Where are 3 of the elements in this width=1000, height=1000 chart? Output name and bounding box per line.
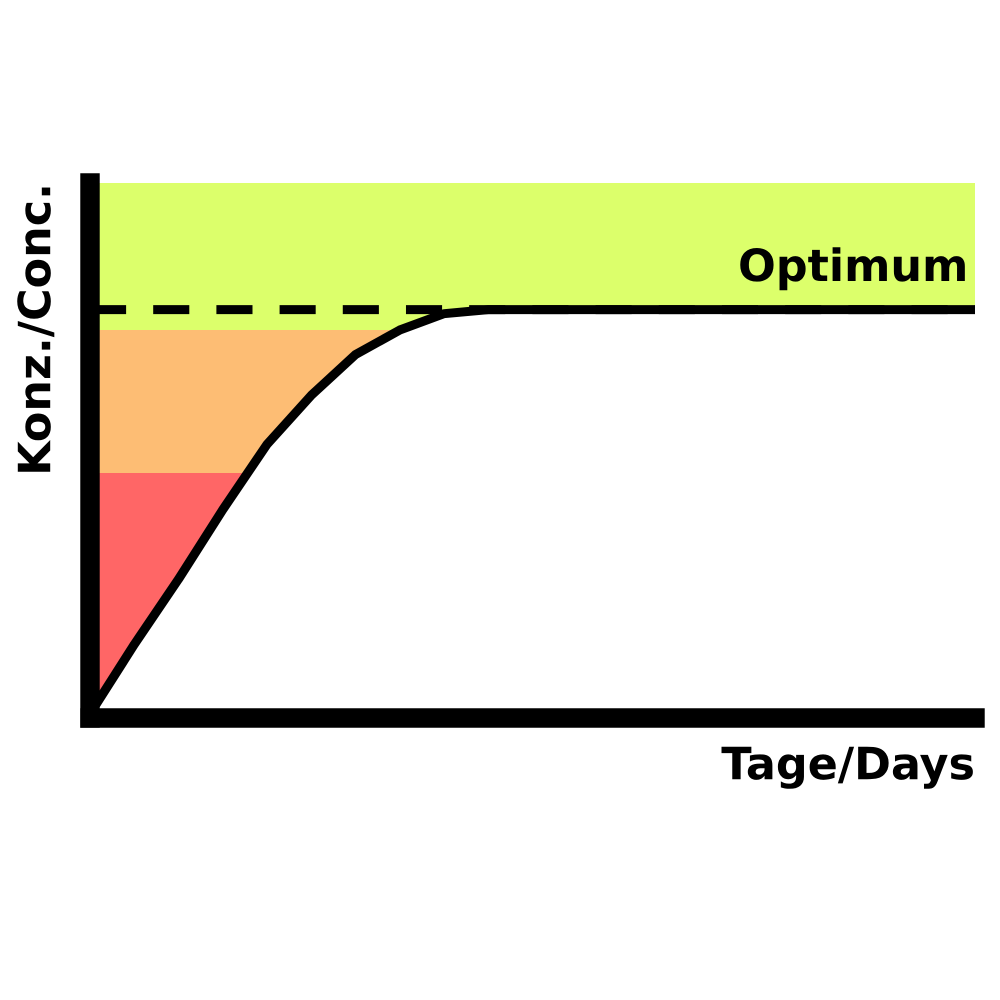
band-label: Optimum [740, 247, 965, 290]
x-axis-title: Tage/Days [722, 746, 973, 789]
y-axis-title: Konz./Conc. [17, 188, 54, 472]
